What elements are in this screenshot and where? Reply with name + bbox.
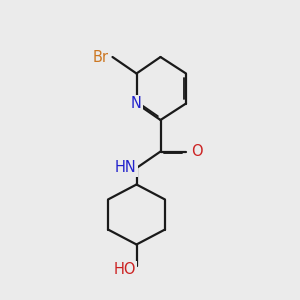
Text: HO: HO xyxy=(113,262,136,278)
Text: Br: Br xyxy=(92,50,109,64)
Text: N: N xyxy=(131,96,142,111)
Text: HN: HN xyxy=(115,160,137,175)
Text: O: O xyxy=(191,144,202,159)
